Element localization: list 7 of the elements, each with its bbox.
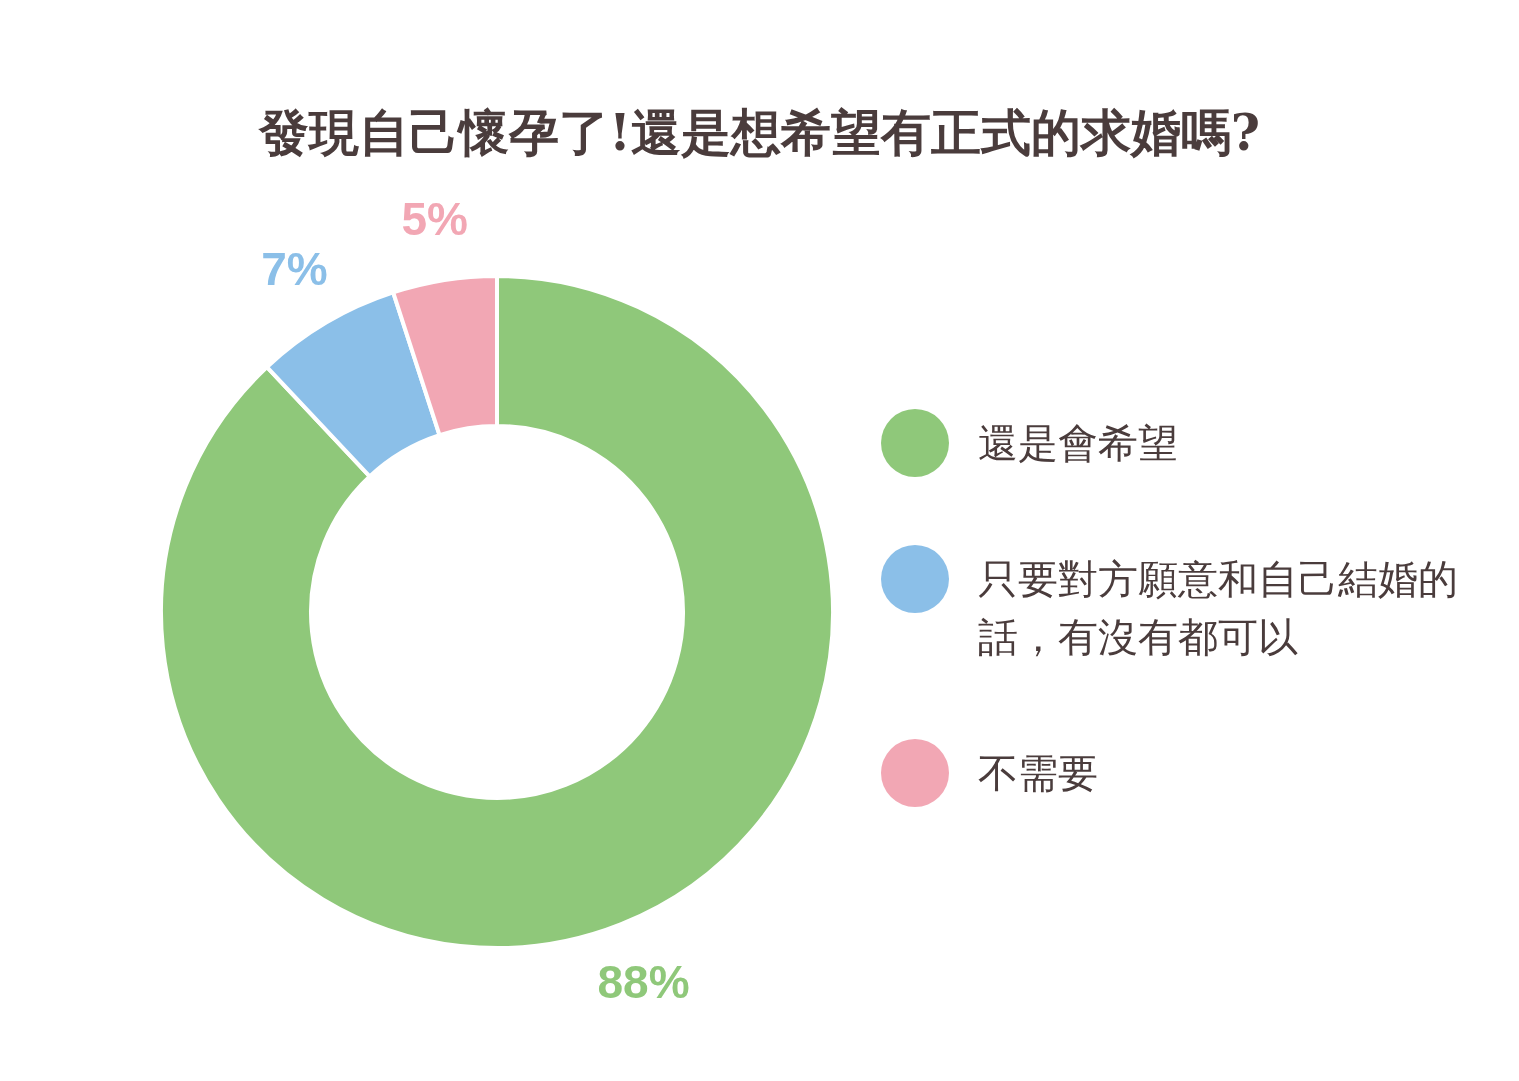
chart-title: 發現自己懷孕了!還是想希望有正式的求婚嗎? xyxy=(257,103,1261,162)
legend-label: 只要對方願意和自己結婚的話，有沒有都可以 xyxy=(978,556,1458,660)
legend-label: 不需要 xyxy=(978,750,1098,796)
legend-label: 還是會希望 xyxy=(978,420,1178,466)
data-label: 88% xyxy=(597,956,690,1009)
data-label: 7% xyxy=(261,243,328,296)
data-label: 5% xyxy=(401,192,468,245)
